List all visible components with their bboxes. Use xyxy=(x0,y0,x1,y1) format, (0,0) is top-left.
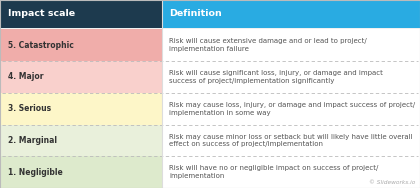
Bar xyxy=(162,156,420,188)
Bar xyxy=(162,29,420,61)
Bar xyxy=(162,61,420,93)
Bar xyxy=(162,93,420,124)
Text: Risk will cause significant loss, injury, or damage and impact
success of projec: Risk will cause significant loss, injury… xyxy=(169,70,383,84)
Text: Risk may cause loss, injury, or damage and impact success of project/
implementa: Risk may cause loss, injury, or damage a… xyxy=(169,102,415,116)
Bar xyxy=(162,124,420,156)
Text: 1. Negligible: 1. Negligible xyxy=(8,168,62,177)
Text: Risk will have no or negligible impact on success of project/
implementation: Risk will have no or negligible impact o… xyxy=(169,165,379,179)
Text: 2. Marginal: 2. Marginal xyxy=(8,136,57,145)
Bar xyxy=(0,93,162,124)
Bar xyxy=(0,156,162,188)
Text: Risk may cause minor loss or setback but will likely have little overall
effect : Risk may cause minor loss or setback but… xyxy=(169,133,413,147)
Text: 3. Serious: 3. Serious xyxy=(8,104,51,113)
Bar xyxy=(162,0,420,28)
Text: Risk will cause extensive damage and or lead to project/
implementation failure: Risk will cause extensive damage and or … xyxy=(169,38,367,52)
Text: © Slideworks.io: © Slideworks.io xyxy=(369,180,415,185)
Text: 4. Major: 4. Major xyxy=(8,72,43,81)
Bar xyxy=(0,124,162,156)
Text: 5. Catastrophic: 5. Catastrophic xyxy=(8,41,74,50)
Bar xyxy=(0,29,162,61)
Bar xyxy=(0,0,162,28)
Bar xyxy=(0,61,162,93)
Text: Definition: Definition xyxy=(169,9,222,18)
Bar xyxy=(0,28,420,29)
Text: Impact scale: Impact scale xyxy=(8,9,75,18)
